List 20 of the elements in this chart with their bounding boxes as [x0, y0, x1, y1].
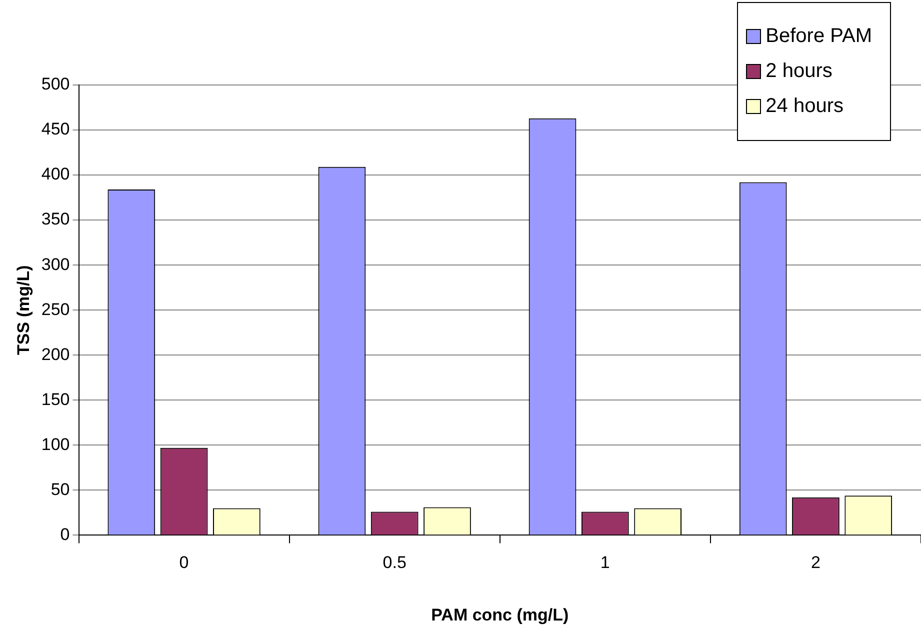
- y-tick-label: 150: [41, 390, 70, 409]
- y-tick-label: 300: [41, 254, 70, 274]
- legend-label: 24 hours: [766, 95, 844, 118]
- y-tick-label: 350: [41, 210, 70, 229]
- y-tick-label: 0: [60, 524, 70, 544]
- y-tick-label: 50: [50, 480, 70, 499]
- y-tick-label: 200: [41, 344, 70, 364]
- x-tick-label: 0: [179, 553, 189, 572]
- y-tick-label: 250: [41, 300, 70, 319]
- x-tick-label: 0.5: [382, 553, 406, 572]
- legend-label: 2 hours: [766, 60, 832, 83]
- legend-label: Before PAM: [766, 25, 872, 48]
- x-tick-label: 1: [600, 553, 610, 572]
- x-tick-label: 2: [810, 553, 820, 572]
- y-tick-label: 500: [41, 74, 70, 94]
- y-axis-title: TSS (mg/L): [14, 265, 33, 355]
- x-axis-title: PAM conc (mg/L): [431, 605, 569, 624]
- y-tick-label: 400: [41, 164, 70, 184]
- y-tick-label: 100: [41, 434, 70, 454]
- y-tick-label: 450: [41, 120, 70, 139]
